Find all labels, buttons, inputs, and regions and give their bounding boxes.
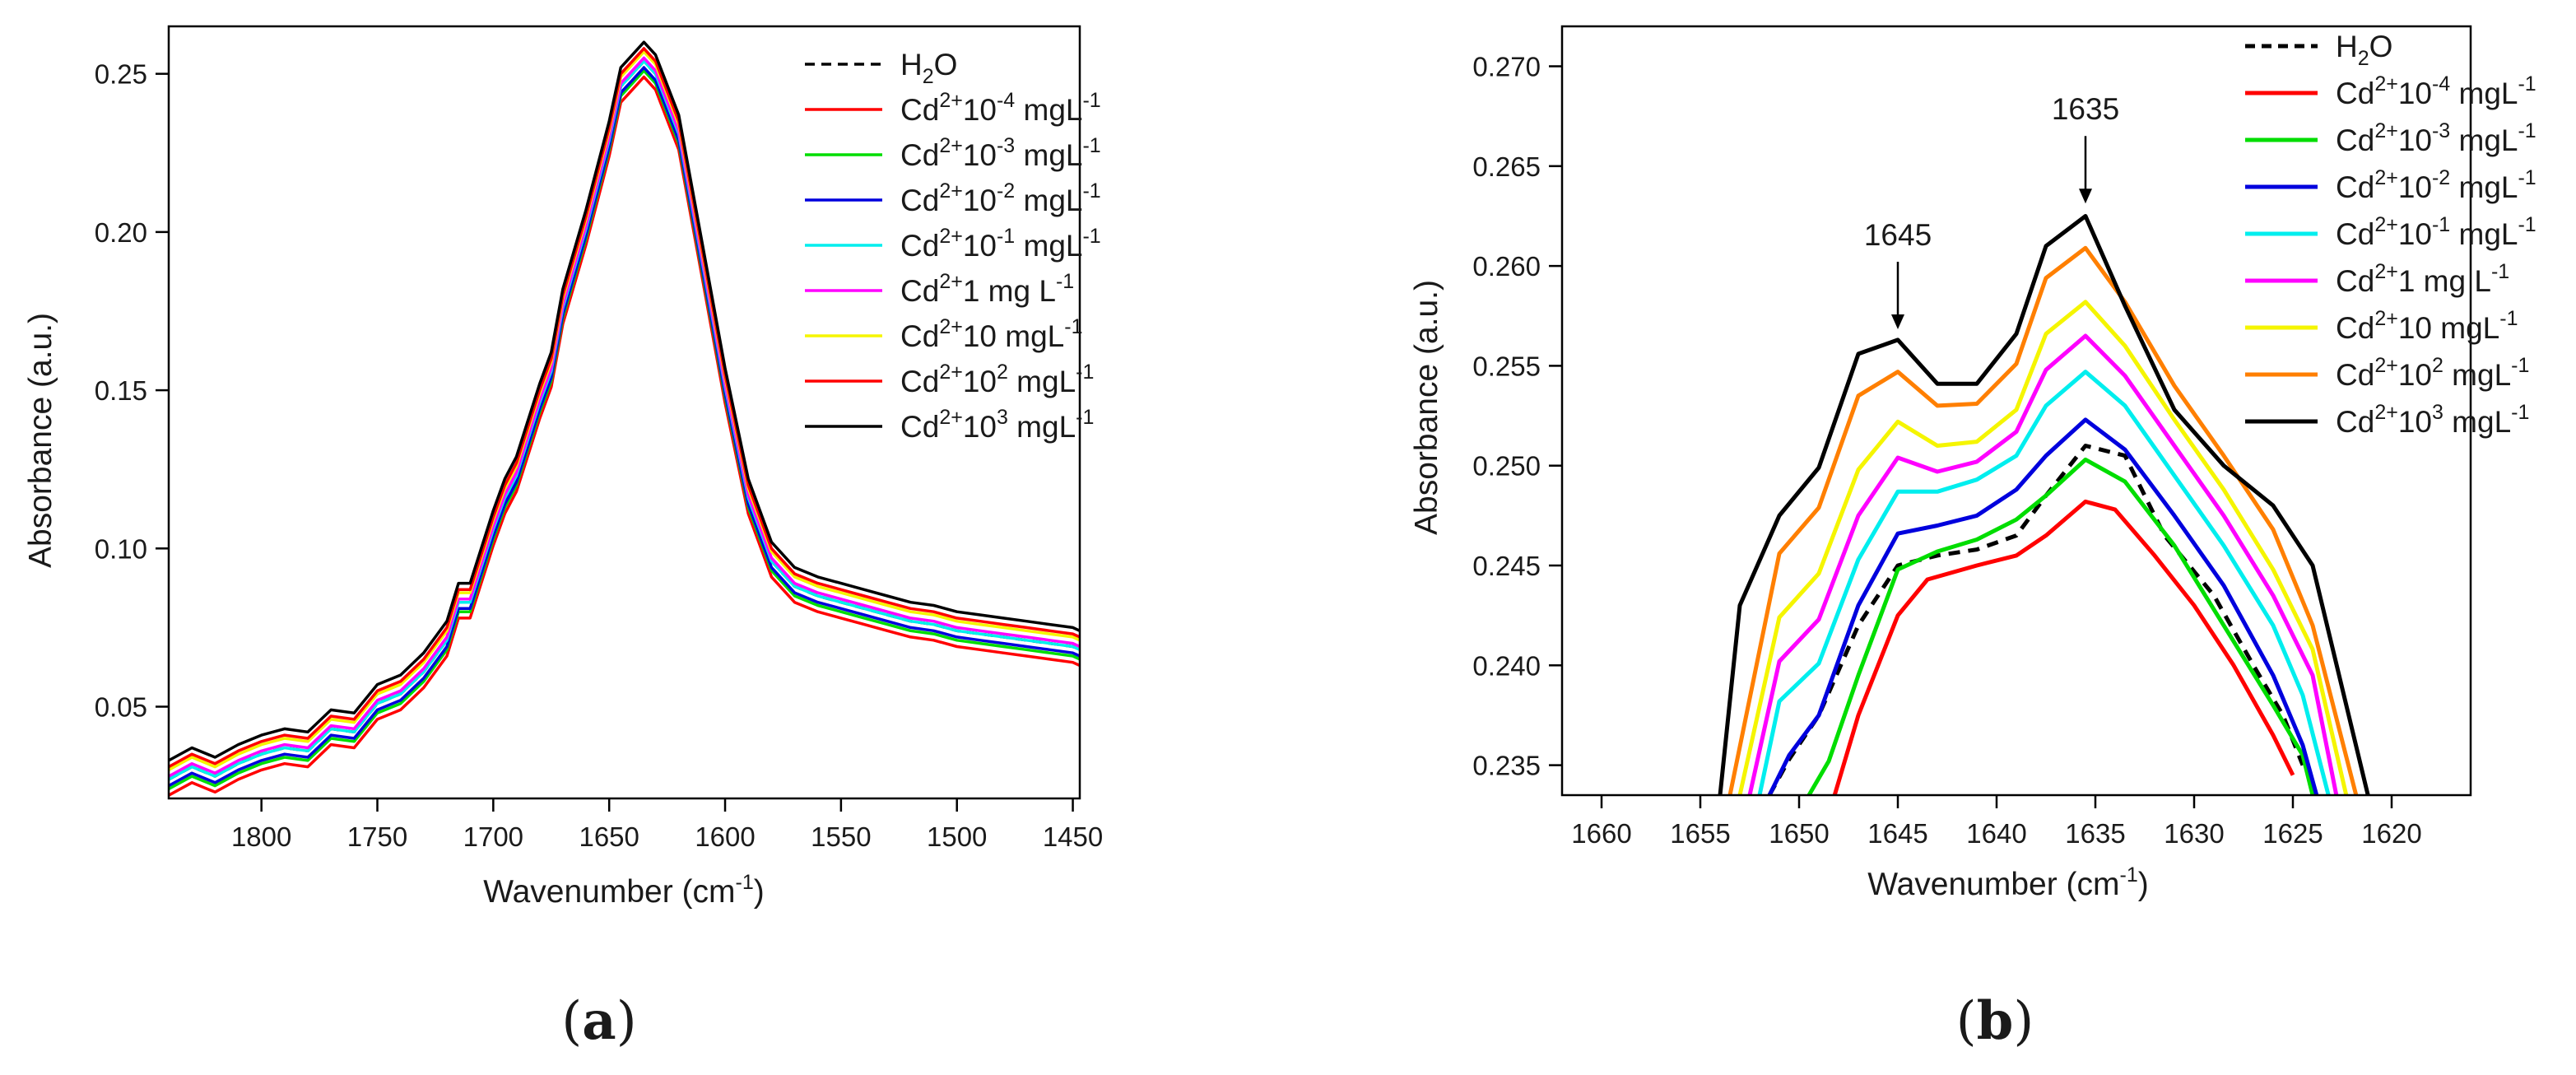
legend-label-b-4: Cd2+10-1 mgL-1 (2336, 213, 2536, 251)
panel-b-y-axis-title: Absorbance (a.u.) (1409, 280, 1444, 535)
panel-b-annotation-arrowhead (2079, 188, 2092, 204)
legend-label-b-1: Cd2+10-4 mgL-1 (2336, 72, 2536, 110)
legend-label-a-6: Cd2+10 mgL-1 (900, 315, 1082, 353)
legend-label-a-4: Cd2+10-1 mgL-1 (900, 225, 1101, 263)
panel-b-plot-frame (1560, 25, 2472, 797)
panel-b-series-line-2 (1806, 457, 2315, 795)
panel-b-x-axis-title: Wavenumber (cm-1) (1867, 863, 2149, 902)
panel-a-y-tick-label: 0.10 (95, 533, 147, 564)
panel-a-x-tick-label: 1800 (231, 821, 291, 852)
panel-a-x-tick-label: 1700 (463, 821, 523, 852)
panel-b-marks (1718, 214, 2370, 795)
panel-b-x-tick-label: 1645 (1867, 818, 1927, 849)
panel-b-x-tick-label: 1635 (2065, 818, 2125, 849)
panel-a-x-tick-label: 1450 (1043, 821, 1103, 852)
panel-a-series-line-8 (168, 40, 1081, 762)
panel-a-x-tick-label: 1750 (347, 821, 407, 852)
panel-b-axes: 1660 1655 1650 1645 1640 1635 1630 1625 1620 0.23… (1472, 52, 2421, 849)
panel-a-y-tick-label: 0.25 (95, 59, 147, 90)
legend-label-a-8: Cd2+103 mgL-1 (900, 406, 1094, 444)
panel-b-y-tick-label: 0.245 (1472, 551, 1541, 581)
panel-b-series-line-0 (1767, 444, 2305, 795)
panel-b-y-tick-label: 0.270 (1472, 52, 1541, 82)
panel-b-x-tick-label: 1625 (2262, 818, 2323, 849)
panel-b-series-line-6 (1737, 300, 2349, 795)
legend-label-b-5: Cd2+1 mg L-1 (2336, 260, 2509, 298)
panel-label-b: (b) (1956, 990, 2034, 1052)
legend-label-a-3: Cd2+10-2 mgL-1 (900, 179, 1101, 217)
panel-a-x-axis-title: Wavenumber (cm-1) (483, 871, 765, 910)
legend-label-a-7: Cd2+102 mgL-1 (900, 361, 1094, 398)
panel-a-series-line-2 (168, 69, 1081, 791)
panel-a-marks (168, 40, 1081, 797)
panel-b-x-tick-label: 1655 (1670, 818, 1730, 849)
legend-label-b-7: Cd2+102 mgL-1 (2336, 354, 2529, 392)
panel-b-series-line-3 (1767, 417, 2319, 795)
panel-a-x-tick-label: 1550 (811, 821, 871, 852)
panel-b-y-tick-label: 0.235 (1472, 751, 1541, 781)
panel-a-chart: 1800 1750 1700 1650 1600 1550 1500 1450 0.05 0.10… (23, 25, 1103, 910)
legend-label-b-0: H2O (2336, 30, 2392, 70)
panel-b-annotation-label: 1635 (2052, 92, 2119, 126)
panel-b-series-line-1 (1832, 499, 2295, 795)
panel-b-x-tick-label: 1660 (1571, 818, 1631, 849)
panel-b-x-tick-label: 1650 (1769, 818, 1829, 849)
panel-b-x-tick-label: 1640 (1966, 818, 2026, 849)
panel-a-y-tick-label: 0.15 (95, 375, 147, 406)
panel-b-series-line-5 (1747, 333, 2339, 795)
legend-label-b-6: Cd2+10 mgL-1 (2336, 307, 2518, 345)
legend-label-a-0: H2O (900, 48, 957, 88)
panel-label-a: (a) (561, 990, 636, 1052)
panel-b-annotation-label: 1645 (1864, 218, 1932, 252)
panel-a-x-tick-label: 1650 (579, 821, 639, 852)
panel-a-x-tick-label: 1600 (695, 821, 755, 852)
panel-b-chart: 1660 1655 1650 1645 1640 1635 1630 1625 1620 0.23… (1409, 25, 2536, 902)
panel-a-y-tick-label: 0.05 (95, 692, 147, 723)
panel-b-x-tick-label: 1620 (2361, 818, 2421, 849)
legend-label-a-2: Cd2+10-3 mgL-1 (900, 134, 1101, 172)
legend-label-b-2: Cd2+10-3 mgL-1 (2336, 119, 2536, 157)
panel-b-x-tick-label: 1630 (2164, 818, 2224, 849)
panel-a-y-tick-label: 0.20 (95, 217, 147, 248)
panel-a-y-axis-title: Absorbance (a.u.) (23, 313, 58, 568)
panel-a-axes: 1800 1750 1700 1650 1600 1550 1500 1450 0.05 0.10… (95, 59, 1103, 852)
legend-label-a-5: Cd2+1 mg L-1 (900, 270, 1074, 308)
panel-b-y-tick-label: 0.260 (1472, 251, 1541, 282)
panel-b-y-tick-label: 0.240 (1472, 650, 1541, 681)
panel-a-plot-frame (167, 25, 1081, 800)
legend-label-a-1: Cd2+10-4 mgL-1 (900, 89, 1101, 127)
panel-b-series-line-8 (1718, 214, 2370, 795)
panel-b-y-tick-label: 0.250 (1472, 451, 1541, 482)
panel-b-annotations: 1645 1635 (1864, 92, 2119, 330)
panel-b-annotation-arrowhead (1891, 314, 1904, 330)
panel-b-series-line-7 (1727, 245, 2359, 795)
legend-label-b-8: Cd2+103 mgL-1 (2336, 401, 2529, 439)
panel-b-y-tick-label: 0.255 (1472, 351, 1541, 381)
panel-b-y-tick-label: 0.265 (1472, 151, 1541, 182)
legend-label-b-3: Cd2+10-2 mgL-1 (2336, 166, 2536, 204)
panel-b-series-line-4 (1757, 370, 2331, 795)
panel-a-x-tick-label: 1500 (927, 821, 987, 852)
